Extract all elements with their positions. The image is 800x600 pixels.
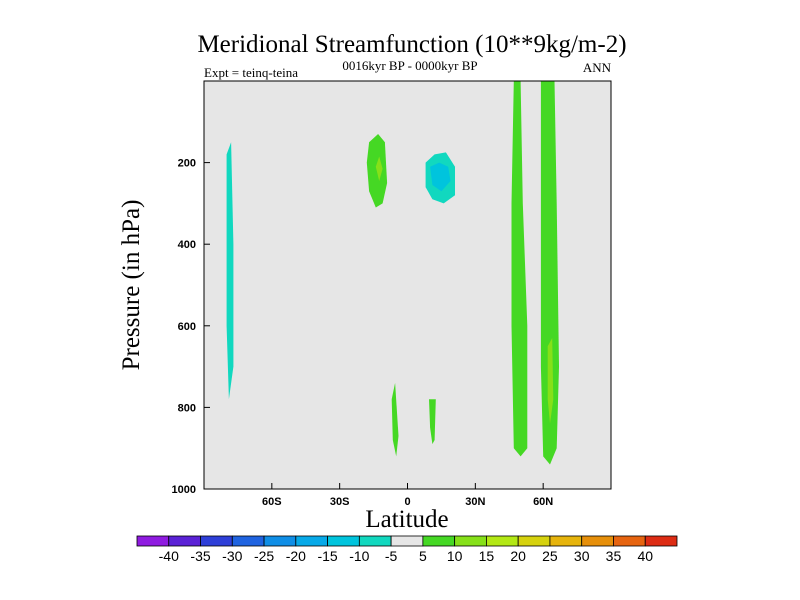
colorbar-label: 35 [606,548,622,564]
colorbar-swatch [295,535,328,547]
colorbar-swatch [390,535,424,547]
contour-region-tropical-south-positive-core [375,156,383,181]
colorbar-label: 5 [419,548,427,564]
y-axis-label: Pressure (in hPa) [118,200,145,371]
contour-region-mid-south-lower-positive [391,382,399,457]
colorbar-swatch [168,535,201,547]
colorbar-label: -10 [349,548,369,564]
y-tick-label: 800 [178,402,196,414]
plot-area [203,80,612,490]
left-label: Expt = teinq-teina [204,65,298,80]
x-tick-label: 30N [465,496,485,508]
colorbar-swatch [454,535,487,547]
x-tick-label: 60S [262,496,282,508]
contour-region-nh-midlatitude-positive-band [511,81,528,457]
x-tick-label: 60N [533,496,553,508]
contour-region-equatorial-narrow-negative [422,285,424,312]
y-tick-label: 1000 [172,484,196,496]
y-tick-label: 600 [178,321,196,333]
y-tick-label: 200 [178,158,196,170]
colorbar-label: -30 [222,548,242,564]
colorbar-label: 10 [447,548,463,564]
colorbar-label: -35 [190,548,210,564]
colorbar-swatch [644,535,678,547]
colorbar-swatch [358,535,392,547]
colorbar-label: -20 [286,548,306,564]
x-axis-ticks: 60S 30S 0 30N 60N [262,483,553,508]
colorbar-swatch [486,535,519,547]
y-axis-ticks: 200 400 600 800 1000 [172,158,210,496]
colorbar-label: 30 [574,548,590,564]
chart-title: Meridional Streamfunction (10**9kg/m-2) [197,31,626,58]
colorbar-label: 25 [542,548,558,564]
colorbar-label: 20 [510,548,526,564]
contour-region-tropical-north-negative-core [430,162,451,192]
colorbar-swatch [263,535,297,547]
colorbar-swatch [422,535,456,547]
colorbar-label: -5 [385,548,398,564]
colorbar-swatch [581,535,614,547]
colorbar-label: 15 [479,548,495,564]
contour-region-sh-polar-negative-inner [226,142,234,400]
contour-regions [222,81,559,465]
x-axis-label: Latitude [365,506,448,533]
x-tick-label: 0 [404,496,410,508]
colorbar-swatch [200,535,233,547]
contour-region-north-tropic-lower-negative [450,391,453,412]
contour-region-nh-subpolar-positive-band [540,81,559,465]
contour-region-north-tropic-lower-positive [429,399,436,445]
colorbar-swatch [327,535,360,547]
colorbar-label: 40 [637,548,653,564]
colorbar-label: -25 [254,548,274,564]
colorbar-label: -40 [159,548,179,564]
chart-subtitle: 0016kyr BP - 0000kyr BP [342,58,477,73]
contour-region-equatorial-narrow-negative-b [422,321,424,343]
colorbar-swatch [136,535,170,547]
colorbar-swatch [517,535,551,547]
right-label: ANN [583,60,612,75]
colorbar-swatch [231,535,265,547]
colorbar-label: -15 [317,548,337,564]
y-tick-label: 400 [178,239,196,251]
contour-region-nh-subpolar-positive-core [547,338,554,424]
colorbar: -40 -35 -30 -25 -20 -15 -10 -5 5 10 15 20 25 30 35 40 [136,535,678,564]
colorbar-swatch [549,535,583,547]
colorbar-swatch [613,535,646,547]
x-tick-label: 30S [330,496,350,508]
